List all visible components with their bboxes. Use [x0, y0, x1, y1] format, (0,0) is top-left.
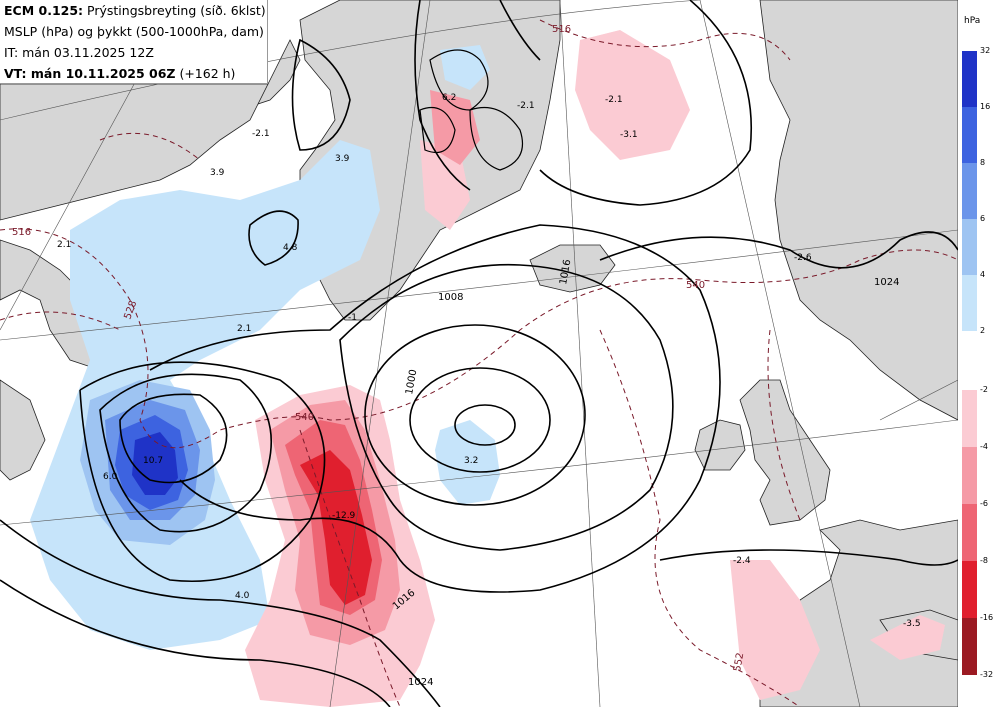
thickness-label-552: 552 — [732, 652, 746, 673]
thickness-label-540-b: 540 — [686, 280, 705, 291]
thickness-label-540-a: 540 — [295, 412, 314, 423]
tendency-label: 2.1 — [237, 324, 251, 334]
pressure-rise-shading — [30, 45, 500, 650]
tendency-label: -2.1 — [517, 101, 535, 111]
legend-fall-tick: -4 — [980, 442, 988, 451]
tendency-labels: -2.1 -3.1 -2.1 3.9 3.9 2.1 4.8 2.1 -2.6 … — [57, 93, 921, 629]
legend-rise-tick: 4 — [980, 270, 986, 279]
weather-map: 1008 1000 1016 1024 1024 1016 540 540 52… — [0, 0, 958, 707]
tendency-label: -2.6 — [794, 253, 812, 263]
legend-unit: hPa — [964, 16, 981, 26]
isobar-label-1000: 1000 — [404, 369, 419, 396]
ireland-land — [694, 419, 746, 471]
legend-fall-tick: -32 — [980, 670, 994, 679]
greenland-complex-contours — [419, 49, 524, 171]
legend-rise-swatch — [962, 107, 977, 163]
tendency-label: -12.9 — [332, 511, 356, 521]
initial-time: IT: mán 03.11.2025 12Z — [4, 45, 154, 60]
forecast-hour: (+162 h) — [179, 66, 236, 81]
thickness-label-516-b: 516 — [552, 24, 571, 35]
newfoundland-land — [0, 379, 46, 481]
isobars — [0, 0, 958, 707]
tendency-label: 4.0 — [235, 591, 250, 601]
legend-rise-tick: 16 — [980, 102, 991, 111]
isobar-label-1008: 1008 — [438, 292, 463, 303]
tendency-label: 3.9 — [335, 154, 350, 164]
legend-rise-tick: 8 — [980, 158, 986, 167]
legend-fall-tick: -8 — [980, 556, 988, 565]
tendency-label: 3.2 — [464, 456, 478, 466]
legend-rise-swatch — [962, 163, 977, 219]
britain-land — [739, 379, 831, 526]
isobar-label-1024-b: 1024 — [408, 677, 433, 688]
legend-fall-swatch — [962, 390, 977, 447]
tendency-label: -3.5 — [903, 619, 921, 629]
legend-rise-swatch — [962, 275, 977, 331]
baffin-land — [0, 83, 269, 221]
isobar-label-1016-b: 1016 — [558, 259, 573, 286]
valid-time: VT: mán 10.11.2025 06Z (+162 h) — [4, 63, 267, 84]
thickness-labels: 540 540 528 516 552 516 — [12, 24, 746, 673]
tendency-label: 6.0 — [103, 472, 118, 482]
tendency-label: -2.1 — [252, 129, 270, 139]
pressure-fall-shading — [245, 30, 945, 707]
product-subtitle: MSLP (hPa) og þykkt (500-1000hPa, dam) — [4, 24, 264, 39]
isobar-label-1024-a: 1024 — [874, 277, 899, 288]
legend-fall-swatch — [962, 561, 977, 618]
tendency-label: 10.7 — [143, 456, 163, 466]
legend-fall-tick: -6 — [980, 499, 988, 508]
tendency-label: -3.1 — [620, 130, 638, 140]
legend-rise-tick: 32 — [980, 46, 991, 55]
product-name: Prýstingsbreyting (síð. 6klst) — [87, 3, 266, 18]
model-name: ECM 0.125: — [4, 3, 84, 18]
tendency-label: -2.1 — [605, 95, 623, 105]
land-masses — [0, 0, 958, 707]
legend-fall-swatch — [962, 504, 977, 561]
tendency-label: -1 — [348, 313, 357, 323]
valid-time-value: VT: mán 10.11.2025 06Z — [4, 66, 176, 81]
chart-info-box: ECM 0.125: Prýstingsbreyting (síð. 6klst… — [0, 0, 268, 84]
tendency-label: 4.8 — [283, 243, 298, 253]
legend-rise-tick: 6 — [980, 214, 986, 223]
tendency-label: 3.9 — [210, 168, 225, 178]
legend-rise-tick: 2 — [980, 326, 986, 335]
tendency-label: 2.1 — [57, 240, 71, 250]
legend-fall-tick: -2 — [980, 385, 988, 394]
tendency-label: 6.2 — [442, 93, 456, 103]
thickness-label-516-a: 516 — [12, 227, 31, 238]
legend-fall-swatch — [962, 618, 977, 675]
legend-fall-tick: -16 — [980, 613, 994, 622]
legend-fall-swatch — [962, 447, 977, 504]
scandinavia-land — [759, 0, 958, 421]
legend-rise-swatch — [962, 51, 977, 107]
product-title: ECM 0.125: Prýstingsbreyting (síð. 6klst… — [4, 0, 267, 21]
tendency-label: -2.4 — [733, 556, 751, 566]
legend-rise-swatch — [962, 219, 977, 275]
